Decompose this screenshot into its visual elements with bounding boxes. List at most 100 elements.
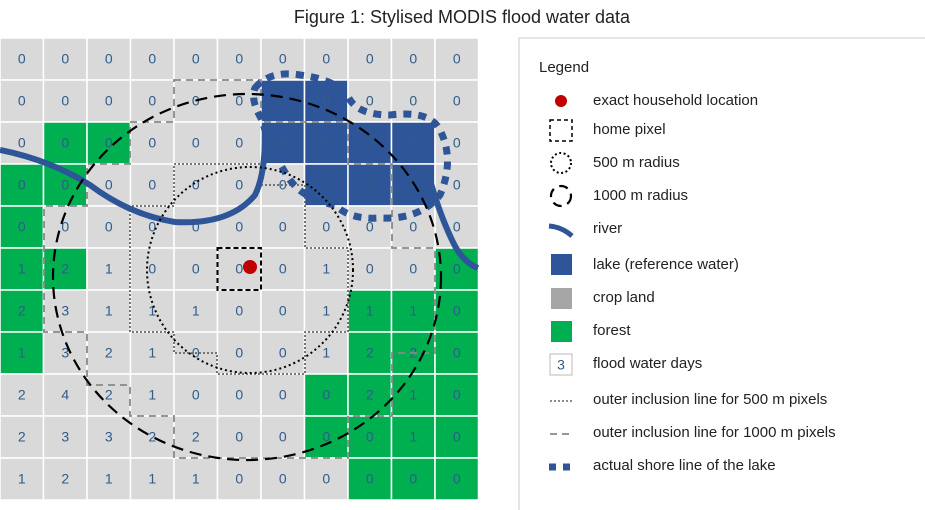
cell-value: 0 xyxy=(105,93,113,109)
river xyxy=(0,134,480,271)
cell-value: 1 xyxy=(148,471,156,487)
cell-value: 0 xyxy=(192,219,200,235)
cell-value: 1 xyxy=(409,387,417,403)
cell-value: 3 xyxy=(61,345,69,361)
cell xyxy=(260,457,306,501)
cell-value: 0 xyxy=(279,303,287,319)
cell-value: 1 xyxy=(105,261,113,277)
cell xyxy=(42,289,88,333)
cell-value: 2 xyxy=(61,261,69,277)
cell-value: 0 xyxy=(235,429,243,445)
cell-value: 0 xyxy=(61,93,69,109)
cell xyxy=(347,163,393,207)
legend-label: outer inclusion line for 500 m pixels xyxy=(593,391,827,408)
cell-value: 0 xyxy=(235,135,243,151)
home-pixel xyxy=(216,247,262,291)
cell-value: 1 xyxy=(366,303,374,319)
cell-value: 0 xyxy=(409,51,417,67)
cell xyxy=(86,247,132,291)
cell xyxy=(434,37,480,81)
legend-label: 1000 m radius xyxy=(593,187,688,204)
cell-value: 0 xyxy=(322,51,330,67)
cell-value: 0 xyxy=(192,261,200,277)
cell-value: 0 xyxy=(105,51,113,67)
cell-value: 0 xyxy=(366,93,374,109)
cell-value: 0 xyxy=(148,261,156,277)
cell-value: 0 xyxy=(105,177,113,193)
cell-value: 1 xyxy=(18,345,26,361)
cell-value: 0 xyxy=(366,219,374,235)
cell-value: 0 xyxy=(366,261,374,277)
cell-value: 2 xyxy=(366,387,374,403)
cell xyxy=(347,289,393,333)
cell-value: 0 xyxy=(409,135,417,151)
cell-value: 1 xyxy=(105,471,113,487)
cell-value: 0 xyxy=(279,345,287,361)
cell-value: 0 xyxy=(235,261,243,277)
cell xyxy=(216,457,262,501)
cell-value: 0 xyxy=(279,51,287,67)
cell-value: 0 xyxy=(366,51,374,67)
household xyxy=(243,260,257,274)
cell-value: 0 xyxy=(192,135,200,151)
cell-value: 1 xyxy=(322,303,330,319)
cell xyxy=(260,331,306,375)
inclusion-1000 xyxy=(43,79,436,459)
cell xyxy=(129,415,175,459)
legend-title: Legend xyxy=(539,59,589,76)
cell-value: 0 xyxy=(453,177,461,193)
cell-value: 0 xyxy=(279,387,287,403)
cell-value: 0 xyxy=(322,177,330,193)
cell-value: 0 xyxy=(279,135,287,151)
cell-value: 0 xyxy=(105,219,113,235)
cell-value: 0 xyxy=(366,135,374,151)
cell xyxy=(303,289,349,333)
icon xyxy=(555,95,567,107)
legend-label: lake (reference water) xyxy=(593,256,739,273)
cell-value: 0 xyxy=(235,387,243,403)
legend-label: exact household location xyxy=(593,92,758,109)
cell xyxy=(129,37,175,81)
legend-box xyxy=(518,37,925,510)
cell-value: 0 xyxy=(322,93,330,109)
cell-value: 0 xyxy=(148,51,156,67)
cell-value: 0 xyxy=(322,135,330,151)
title: Figure 1: Stylised MODIS flood water dat… xyxy=(294,7,631,27)
cell xyxy=(216,121,262,165)
cell xyxy=(42,247,88,291)
cell-value: 0 xyxy=(235,219,243,235)
cell-value: 0 xyxy=(61,51,69,67)
cell-value: 0 xyxy=(192,51,200,67)
cell xyxy=(260,247,306,291)
cell xyxy=(86,415,132,459)
cell xyxy=(216,415,262,459)
cell xyxy=(390,247,436,291)
cell xyxy=(86,289,132,333)
cell xyxy=(173,289,219,333)
cell xyxy=(434,373,480,417)
cell xyxy=(86,373,132,417)
icon xyxy=(549,353,573,376)
cell-value: 0 xyxy=(235,471,243,487)
legend-label: flood water days xyxy=(593,355,702,372)
cell-value: 1 xyxy=(192,471,200,487)
cell-value: 0 xyxy=(235,303,243,319)
icon xyxy=(551,288,572,309)
legend-label: forest xyxy=(593,322,631,339)
icon-days: 3 xyxy=(557,357,565,373)
cell-value: 0 xyxy=(148,93,156,109)
cell-value: 2 xyxy=(18,303,26,319)
cell-value: 2 xyxy=(18,387,26,403)
cell-value: 0 xyxy=(279,219,287,235)
legend-label: home pixel xyxy=(593,121,666,138)
icon xyxy=(551,321,572,342)
cell-value: 0 xyxy=(18,93,26,109)
radius-1000 xyxy=(51,92,443,462)
cell xyxy=(303,373,349,417)
cell-value: 0 xyxy=(18,219,26,235)
cell-value: 0 xyxy=(148,177,156,193)
legend-label: river xyxy=(593,220,622,237)
cell-value: 0 xyxy=(148,135,156,151)
cell-value: 0 xyxy=(148,219,156,235)
